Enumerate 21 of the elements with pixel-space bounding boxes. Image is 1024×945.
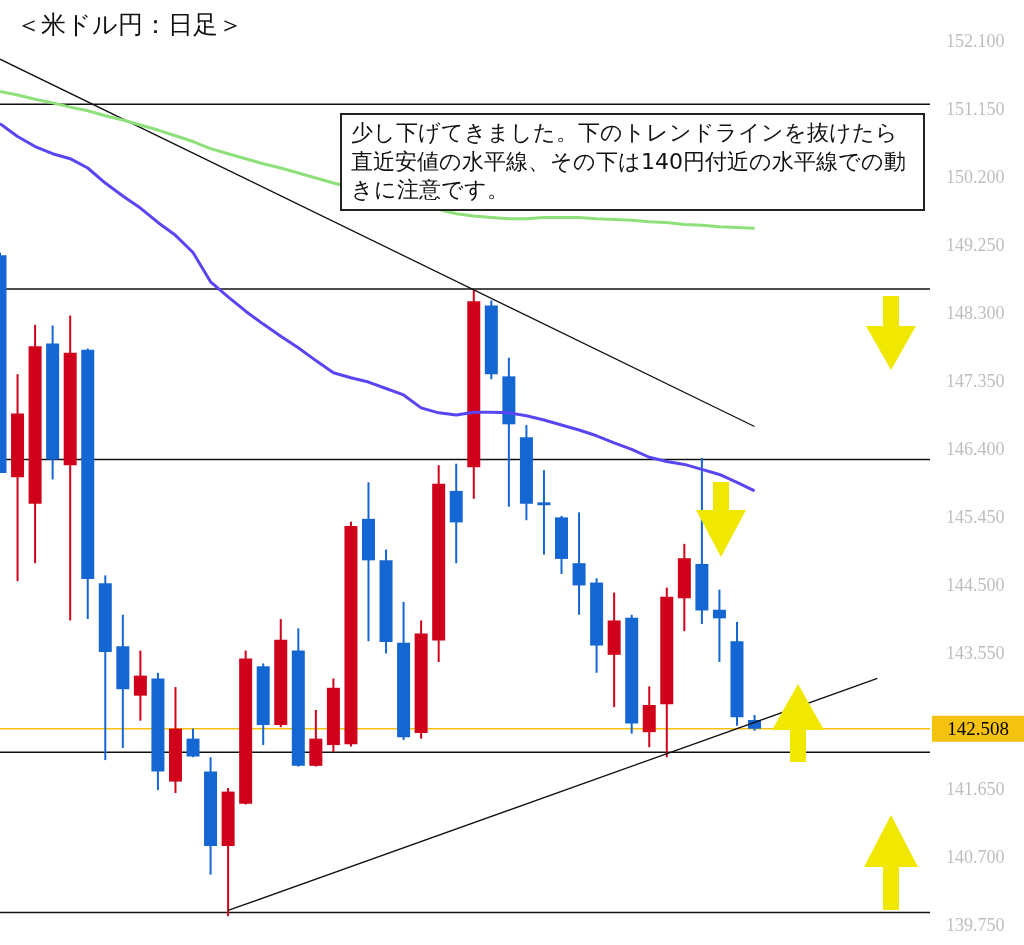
y-tick-label: 140.700 <box>946 846 1005 867</box>
candlestick <box>133 649 147 722</box>
y-tick-label: 150.200 <box>946 166 1005 187</box>
y-tick-label: 143.550 <box>946 642 1005 663</box>
ref-line-label: 142.508 <box>947 717 1009 739</box>
y-tick-label: 145.450 <box>946 506 1005 527</box>
y-tick-label: 147.350 <box>946 370 1005 391</box>
y-tick-label: 146.400 <box>946 438 1005 459</box>
y-tick-label: 151.150 <box>946 98 1005 119</box>
candlestick <box>186 727 200 759</box>
chart-title: ＜米ドル円：日足＞ <box>16 9 243 41</box>
candlestick <box>572 511 586 616</box>
y-tick-label: 148.300 <box>946 302 1005 323</box>
y-tick-label: 139.750 <box>946 914 1005 935</box>
candlestick <box>712 588 726 664</box>
y-tick-label: 149.250 <box>946 234 1005 255</box>
candlestick <box>537 469 551 556</box>
y-tick-label: 141.650 <box>946 778 1005 799</box>
y-tick-label: 152.100 <box>946 30 1005 51</box>
text-box: 少し下げてきました。下のトレンドラインを抜けたら直近安値の水平線、その下は140円付近の水平線での動きに注意です。 <box>340 113 925 211</box>
y-tick-label: 144.500 <box>946 574 1005 595</box>
